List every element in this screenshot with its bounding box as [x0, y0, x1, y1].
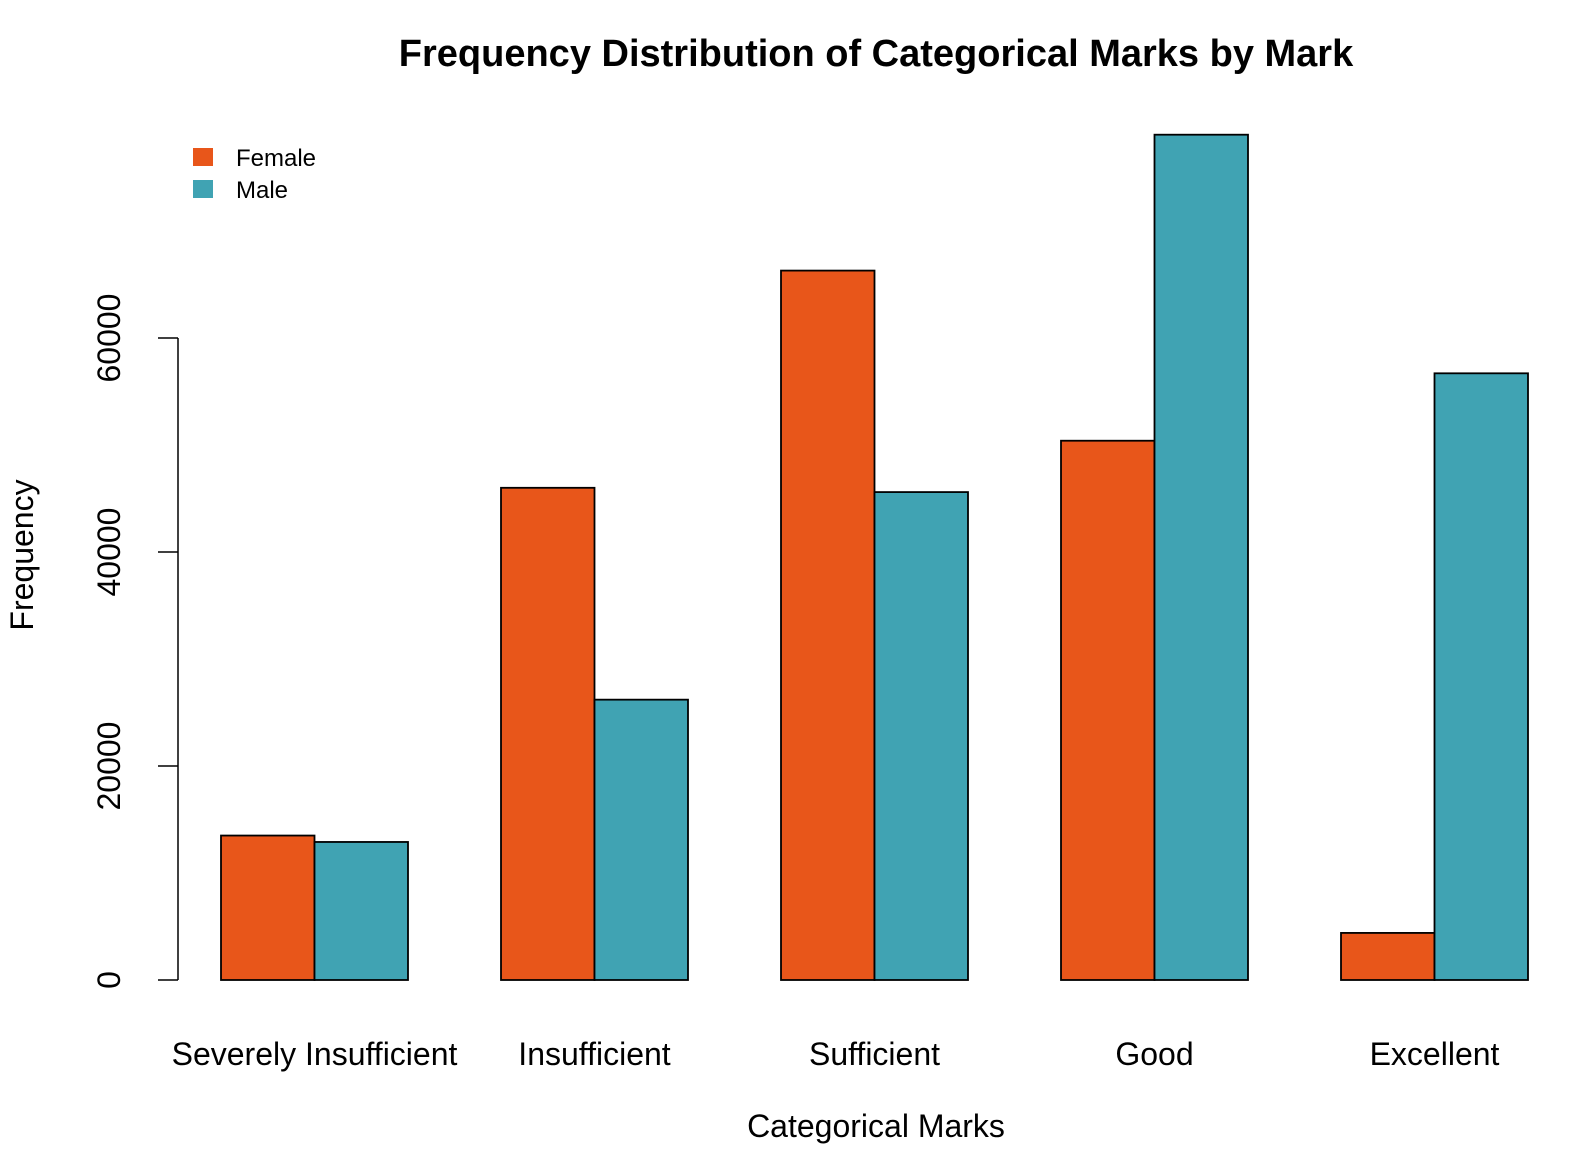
- x-tick-label: Sufficient: [809, 1036, 940, 1072]
- bar-female-excellent: [1340, 932, 1436, 981]
- y-tick-label: 0: [91, 971, 127, 989]
- chart-title: Frequency Distribution of Categorical Ma…: [399, 33, 1354, 75]
- bar-female-good: [1060, 439, 1156, 981]
- legend-swatch-female: [193, 148, 213, 166]
- y-axis-label: Frequency: [4, 479, 40, 630]
- y-tick-label: 60000: [91, 294, 127, 383]
- bar-male-severely-insufficient: [313, 841, 409, 981]
- legend-label-male: Male: [236, 177, 288, 204]
- bar-female-insufficient: [500, 486, 596, 981]
- bar-male-good: [1153, 133, 1249, 981]
- bar-male-sufficient: [873, 491, 969, 981]
- legend: Female Male: [193, 145, 316, 204]
- x-tick-label: Good: [1115, 1036, 1193, 1072]
- bar-male-excellent: [1433, 372, 1529, 981]
- legend-swatch-male: [193, 180, 213, 198]
- bar-female-sufficient: [780, 269, 876, 981]
- y-tick-label: 20000: [91, 722, 127, 811]
- x-tick-label: Insufficient: [518, 1036, 671, 1072]
- bar-male-insufficient: [593, 698, 689, 981]
- y-tick-label: 40000: [91, 508, 127, 597]
- x-axis-tick-labels: Severely Insufficient Insufficient Suffici…: [172, 1036, 1500, 1072]
- bar-female-severely-insufficient: [220, 834, 316, 981]
- x-tick-label: Excellent: [1370, 1036, 1500, 1072]
- legend-label-female: Female: [236, 145, 316, 172]
- x-axis-label: Categorical Marks: [747, 1108, 1005, 1144]
- y-axis: 0 20000 40000 60000: [91, 294, 179, 989]
- bars: [220, 133, 1529, 981]
- x-tick-label: Severely Insufficient: [172, 1036, 458, 1072]
